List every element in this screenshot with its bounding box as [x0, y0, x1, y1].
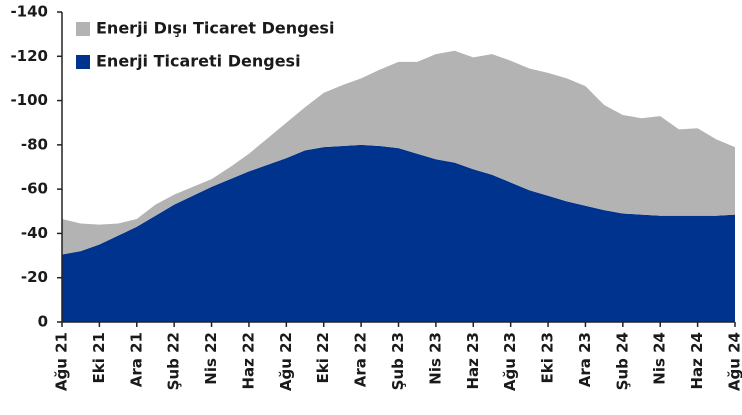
- y-tick-label: -140: [10, 3, 48, 21]
- y-tick-label: -120: [10, 47, 48, 65]
- legend-label: Enerji Dışı Ticaret Dengesi: [96, 19, 334, 38]
- x-tick-label: Ağu 21: [53, 332, 71, 391]
- legend-swatch: [76, 55, 90, 69]
- x-tick-label: Şub 22: [165, 332, 183, 390]
- x-tick-label: Ağu 23: [501, 332, 519, 391]
- x-tick-label: Nis 23: [426, 332, 444, 385]
- y-tick-label: -60: [21, 180, 48, 198]
- x-tick-label: Haz 23: [464, 332, 482, 390]
- legend-label: Enerji Ticareti Dengesi: [96, 52, 301, 71]
- x-tick-label: Şub 24: [613, 332, 631, 390]
- x-tick-label: Haz 22: [239, 332, 257, 390]
- x-tick-label: Nis 24: [651, 332, 669, 385]
- x-tick-label: Şub 23: [389, 332, 407, 390]
- y-tick-label: -40: [21, 224, 48, 242]
- x-tick-label: Eki 21: [90, 332, 108, 383]
- y-tick-label: -100: [10, 91, 48, 109]
- x-tick-label: Ara 23: [576, 332, 594, 387]
- x-tick-label: Eki 22: [314, 332, 332, 383]
- legend-swatch: [76, 22, 90, 36]
- x-tick-label: Eki 23: [539, 332, 557, 383]
- x-tick-label: Ara 22: [352, 332, 370, 387]
- x-tick-label: Ara 21: [127, 332, 145, 387]
- x-tick-label: Nis 22: [202, 332, 220, 385]
- x-tick-label: Haz 24: [688, 332, 706, 390]
- x-tick-label: Ağu 24: [726, 332, 742, 391]
- y-tick-label: 0: [38, 313, 48, 331]
- y-tick-label: -20: [21, 268, 48, 286]
- x-tick-label: Ağu 22: [277, 332, 295, 391]
- y-tick-label: -80: [21, 135, 48, 153]
